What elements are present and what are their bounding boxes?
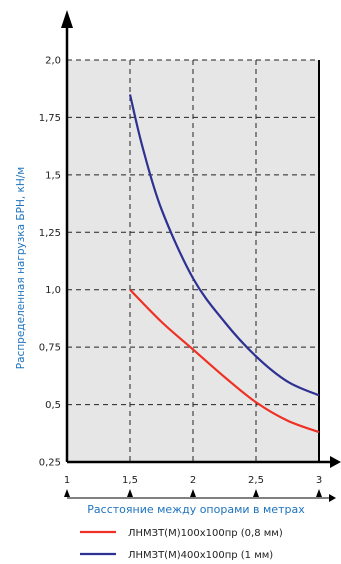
series-line-1	[129, 288, 320, 434]
x-axis-arrow	[330, 456, 341, 468]
legend-label: ЛНМЗТ(М)100x100пр (0,8 мм)	[128, 528, 283, 539]
x-scale-marker	[316, 489, 322, 497]
y-tick-label: 0,75	[39, 343, 61, 354]
y-tick-label: 1,5	[45, 170, 61, 181]
legend: ЛНМЗТ(М)100x100пр (0,8 мм) ЛНМЗТ(М)400x10…	[80, 528, 283, 561]
x-tick-label: 3	[316, 475, 322, 486]
x-tick-label: 2	[190, 475, 196, 486]
x-scale-arrow	[329, 494, 336, 502]
y-tick-label: 2,0	[45, 56, 61, 67]
grid-lines	[67, 59, 319, 462]
y-tick-labels: 0,25 0,5 0,75 1,0 1,25 1,5 1,75 2,0	[39, 56, 61, 469]
y-tick-label: 1,0	[45, 285, 61, 296]
x-axis-label: Расстояние между опорами в метрах	[87, 503, 305, 516]
legend-label: ЛНМЗТ(М)400x100пр (1 мм)	[128, 550, 273, 561]
x-scale-marker	[64, 489, 70, 497]
series-line-2	[128, 94, 320, 397]
y-tick-label: 1,25	[39, 228, 61, 239]
x-scale-marker	[190, 489, 196, 497]
y-axis-label: Распределенная нагрузка БРН, кН/м	[15, 167, 27, 369]
x-tick-labels: 1 1,5 2 2,5 3	[64, 475, 322, 486]
x-scale-marker	[127, 489, 133, 497]
axes	[61, 10, 341, 502]
x-tick-label: 1,5	[122, 475, 138, 486]
y-tick-label: 1,75	[39, 113, 61, 124]
x-tick-label: 1	[64, 475, 70, 486]
y-tick-label: 0,25	[39, 458, 61, 469]
y-tick-label: 0,5	[45, 400, 61, 411]
x-tick-label: 2,5	[248, 475, 264, 486]
series-lines	[128, 94, 320, 434]
x-scale-marker	[253, 489, 259, 497]
y-axis-arrow	[61, 10, 73, 28]
